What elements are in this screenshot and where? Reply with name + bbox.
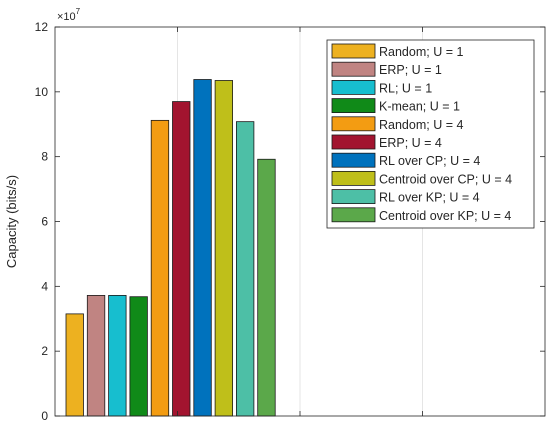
legend-label: Centroid over CP; U = 4 (379, 172, 512, 186)
legend-swatch (331, 61, 376, 77)
bar-centroid-over-cp-u-4 (214, 80, 234, 417)
legend-swatch (331, 80, 376, 95)
legend-label: RL over CP; U = 4 (379, 154, 480, 168)
bar-layer (65, 79, 276, 417)
y-axis-exponent: ×107 (57, 7, 81, 23)
tick-layer: 0 2 4 6 8 10 12 (35, 20, 545, 423)
legend-label: Centroid over KP; U = 4 (379, 209, 511, 223)
y-exponent-base: ×10 (57, 11, 76, 23)
bar-random-u-4 (150, 119, 170, 417)
y-tick-label: 10 (35, 85, 49, 99)
legend-swatch (331, 116, 376, 132)
legend-label: ERP; U = 1 (379, 63, 442, 77)
bar-erp-u-4 (172, 101, 191, 417)
bar-rl-u-1 (108, 295, 127, 417)
legend: Random; U = 1 ERP; U = 1 RL; U = 1 K-mean; … (326, 39, 535, 229)
bar-random-u-1 (65, 313, 84, 417)
y-tick-label: 6 (41, 215, 48, 229)
legend-label: Random; U = 4 (379, 118, 463, 132)
legend-swatch (331, 152, 376, 168)
legend-swatch (331, 207, 376, 223)
legend-label: Random; U = 1 (379, 45, 463, 59)
y-tick-label: 4 (41, 279, 48, 293)
legend-swatch (331, 98, 376, 113)
y-tick-label: 8 (41, 150, 48, 164)
bar-rl-over-kp-u-4 (235, 121, 255, 417)
legend-swatch (331, 189, 376, 205)
bar-centroid-over-kp-u-4 (257, 158, 276, 417)
legend-swatch (331, 43, 376, 59)
y-tick-label: 2 (41, 344, 48, 358)
legend-swatch (331, 170, 376, 186)
bar-rl-over-cp-u-4 (193, 79, 212, 417)
legend-label: RL over KP; U = 4 (379, 191, 480, 205)
legend-label: K-mean; U = 1 (379, 100, 460, 114)
legend-label: ERP; U = 4 (379, 136, 442, 150)
bar-k-mean-u-1 (129, 296, 148, 417)
legend-label: RL; U = 1 (379, 81, 432, 95)
legend-swatch (331, 134, 376, 150)
y-exponent-power: 7 (76, 7, 81, 16)
y-tick-label: 0 (41, 409, 48, 423)
y-tick-label: 12 (35, 20, 49, 34)
bar-erp-u-1 (86, 295, 106, 417)
y-axis-label: Capacity (bits/s) (4, 175, 19, 268)
